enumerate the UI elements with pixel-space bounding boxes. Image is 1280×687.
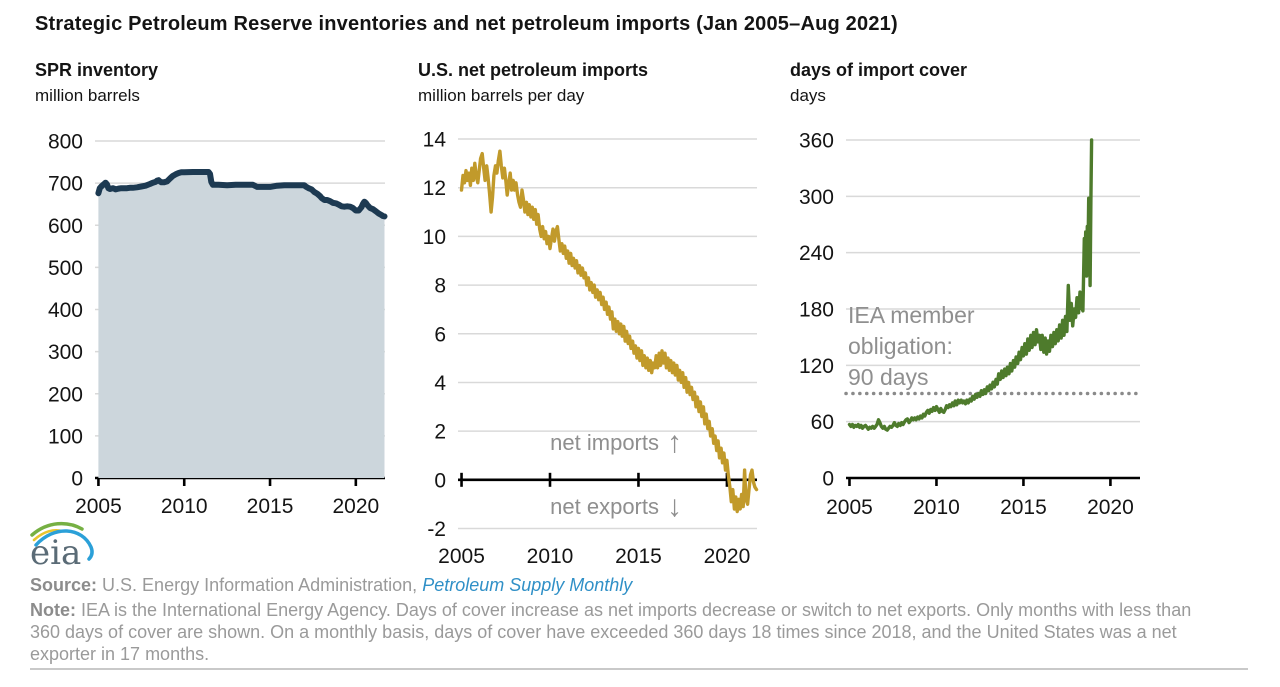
svg-text:360: 360	[799, 130, 834, 153]
svg-text:0: 0	[822, 468, 834, 491]
eia-logo: eia	[30, 521, 94, 572]
iea-annotation-line2: obligation:	[848, 333, 953, 359]
svg-text:10: 10	[423, 226, 446, 249]
svg-text:14: 14	[423, 129, 447, 152]
svg-text:2: 2	[434, 421, 446, 444]
up-arrow-icon: ↑	[667, 426, 682, 459]
svg-text:2015: 2015	[247, 495, 294, 518]
svg-text:800: 800	[48, 131, 83, 154]
svg-text:500: 500	[48, 257, 83, 280]
down-arrow-icon: ↓	[667, 490, 682, 523]
iea-annotation-line3: 90 days	[848, 364, 929, 390]
svg-text:600: 600	[48, 215, 83, 238]
source-label: Source:	[30, 575, 98, 595]
page-title: Strategic Petroleum Reserve inventories …	[35, 13, 898, 35]
spr-panel-subtitle: million barrels	[35, 86, 140, 105]
svg-text:2020: 2020	[704, 545, 751, 568]
svg-text:0: 0	[434, 469, 446, 492]
source-text: U.S. Energy Information Administration,	[102, 575, 423, 595]
svg-text:2015: 2015	[1000, 496, 1047, 519]
svg-text:4: 4	[434, 372, 446, 395]
svg-text:2005: 2005	[438, 545, 485, 568]
cover-panel-title: days of import cover	[790, 60, 968, 80]
svg-text:-2: -2	[427, 518, 446, 541]
imports-panel-title: U.S. net petroleum imports	[418, 60, 649, 80]
note-label: Note:	[30, 600, 76, 620]
svg-text:2010: 2010	[161, 495, 208, 518]
cover-panel-subtitle: days	[790, 86, 826, 105]
svg-text:6: 6	[434, 323, 446, 346]
spr-panel-title: SPR inventory	[35, 60, 159, 80]
note-text: IEA is the International Energy Agency. …	[30, 600, 1192, 664]
net-exports-annotation: net exports ↓	[430, 492, 682, 522]
svg-text:200: 200	[48, 383, 83, 406]
net-imports-label: net imports	[550, 430, 659, 455]
net-imports-annotation: net imports ↑	[430, 428, 682, 458]
svg-text:2010: 2010	[527, 545, 574, 568]
iea-obligation-annotation: IEA member obligation: 90 days	[848, 300, 975, 393]
footer-divider	[30, 668, 1248, 670]
svg-text:120: 120	[799, 355, 834, 378]
svg-text:2005: 2005	[75, 495, 122, 518]
svg-text:400: 400	[48, 299, 83, 322]
svg-text:2020: 2020	[1087, 496, 1134, 519]
eia-logo-blue-arc	[34, 529, 94, 561]
svg-text:8: 8	[434, 275, 446, 298]
eia-logo-text: eia	[30, 533, 81, 572]
svg-text:2020: 2020	[332, 495, 379, 518]
svg-text:300: 300	[48, 341, 83, 364]
svg-text:700: 700	[48, 173, 83, 196]
svg-text:12: 12	[423, 177, 446, 200]
iea-annotation-line1: IEA member	[848, 302, 975, 328]
svg-text:60: 60	[811, 411, 834, 434]
svg-text:240: 240	[799, 242, 834, 265]
svg-text:2015: 2015	[615, 545, 662, 568]
imports-panel-subtitle: million barrels per day	[418, 86, 585, 105]
source-line: Source: U.S. Energy Information Administ…	[30, 574, 1220, 596]
svg-text:300: 300	[799, 186, 834, 209]
svg-text:0: 0	[71, 468, 83, 491]
svg-text:100: 100	[48, 425, 83, 448]
source-link[interactable]: Petroleum Supply Monthly	[422, 575, 633, 595]
net-exports-label: net exports	[550, 494, 659, 519]
note-line: Note: IEA is the International Energy Ag…	[30, 599, 1220, 665]
eia-logo-green-arc	[30, 521, 84, 537]
svg-text:2010: 2010	[913, 496, 960, 519]
svg-text:2005: 2005	[826, 496, 873, 519]
svg-text:180: 180	[799, 299, 834, 322]
footer: Source: U.S. Energy Information Administ…	[30, 574, 1220, 665]
